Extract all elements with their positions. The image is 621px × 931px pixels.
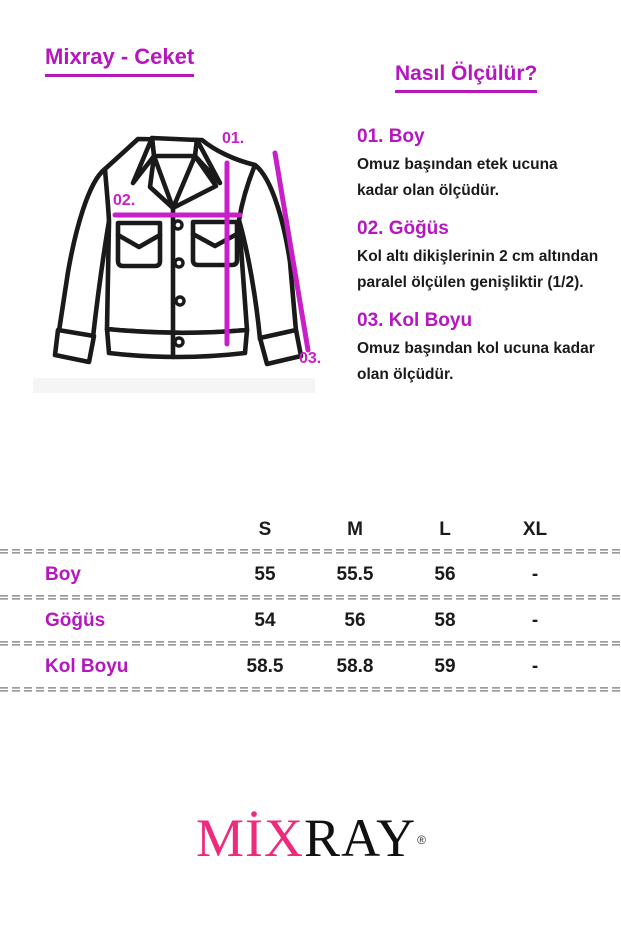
jacket-right-pocket-flap	[190, 231, 240, 249]
jacket-button-2	[173, 257, 185, 269]
measure-label-03: 03.	[299, 350, 322, 367]
row-label: Göğüs	[45, 609, 106, 631]
table-divider	[0, 595, 621, 600]
cell-value: -	[531, 655, 539, 677]
guide-text-line: Omuz başından etek ucuna	[357, 156, 558, 173]
jacket-button-3	[174, 295, 186, 307]
size-column-header-l: L	[439, 519, 451, 540]
brand-logo-mix: MİX	[196, 808, 305, 868]
row-label: Kol Boyu	[45, 655, 129, 677]
cell-value: 54	[254, 609, 276, 631]
cell-value: -	[531, 609, 539, 631]
table-divider	[0, 641, 621, 646]
guide-text-line: olan ölçüdür.	[357, 366, 454, 383]
guide-text-line: Omuz başından kol ucuna kadar	[357, 340, 595, 357]
size-column-header-xl: XL	[522, 519, 548, 540]
registered-trademark-icon: ®	[417, 833, 426, 847]
size-table-header-row: S M L XL	[0, 511, 621, 549]
row-label: Boy	[45, 563, 81, 585]
page-title: Mixray - Ceket	[45, 44, 195, 77]
guide-section-kol-boyu: 03. Kol Boyu Omuz başından kol ucuna kad…	[357, 309, 613, 388]
jacket-left-pocket-flap	[115, 232, 163, 250]
guide-heading: Nasıl Ölçülür?	[395, 62, 538, 93]
guide-section-text: Omuz başından kol ucuna kadar olan ölçüd…	[357, 336, 613, 388]
measure-label-01: 01.	[222, 130, 245, 147]
jacket-measurement-diagram: 01. 02. 03.	[28, 112, 348, 412]
cell-value: 55	[254, 563, 276, 585]
how-to-measure-panel: Nasıl Ölçülür? 01. Boy Omuz başından ete…	[357, 62, 613, 388]
brand-logo-ray: RAY	[304, 808, 417, 868]
cell-value: 58.8	[336, 655, 374, 677]
jacket-right-lapel	[170, 153, 219, 211]
jacket-left-sleeve	[56, 166, 112, 340]
table-divider	[0, 687, 621, 692]
guide-sections: 01. Boy Omuz başından etek ucuna kadar o…	[357, 125, 613, 388]
guide-section-text: Kol altı dikişlerinin 2 cm altından para…	[357, 244, 613, 296]
table-row-kol-boyu: Kol Boyu 58.5 58.8 59 -	[0, 646, 621, 687]
jacket-collar-band	[149, 135, 200, 159]
size-column-header-s: S	[258, 519, 272, 540]
jacket-button-4	[173, 336, 185, 348]
cell-value: 58	[434, 609, 456, 631]
guide-text-line: Kol altı dikişlerinin 2 cm altından	[357, 248, 599, 265]
guide-section-boy: 01. Boy Omuz başından etek ucuna kadar o…	[357, 125, 613, 204]
guide-section-text: Omuz başından etek ucuna kadar olan ölçü…	[357, 152, 613, 204]
cell-value: -	[531, 563, 539, 585]
measure-label-02: 02.	[113, 192, 136, 209]
jacket-collar-left-flap	[130, 135, 157, 186]
jacket-line-drawing-icon	[52, 135, 311, 367]
jacket-collar-right-flap	[192, 137, 223, 186]
guide-text-line: paralel ölçülen genişliktir (1/2).	[357, 274, 584, 291]
size-table: S M L XL Boy 55 55.5 56 - Göğüs 54 56 58…	[0, 511, 621, 692]
table-row-boy: Boy 55 55.5 56 -	[0, 554, 621, 595]
table-divider	[0, 549, 621, 554]
guide-section-title: 03. Kol Boyu	[357, 310, 473, 331]
jacket-button-1	[172, 219, 184, 231]
guide-text-line: kadar olan ölçüdür.	[357, 182, 500, 199]
guide-section-gogus: 02. Göğüs Kol altı dikişlerinin 2 cm alt…	[357, 217, 613, 296]
measure-line-03-kol-boyu	[272, 150, 311, 353]
guide-section-title: 01. Boy	[357, 126, 425, 147]
brand-logo: MİXRAY®	[0, 806, 621, 870]
illustration-background-strip	[33, 378, 315, 393]
jacket-left-lapel	[147, 153, 176, 211]
guide-section-title: 02. Göğüs	[357, 218, 449, 239]
cell-value: 59	[434, 655, 456, 677]
cell-value: 58.5	[246, 655, 284, 677]
table-row-gogus: Göğüs 54 56 58 -	[0, 600, 621, 641]
jacket-left-cuff	[52, 327, 97, 365]
size-column-header-m: M	[347, 519, 363, 540]
jacket-right-cuff	[257, 327, 304, 367]
cell-value: 55.5	[336, 563, 374, 585]
cell-value: 56	[434, 563, 456, 585]
cell-value: 56	[344, 609, 366, 631]
